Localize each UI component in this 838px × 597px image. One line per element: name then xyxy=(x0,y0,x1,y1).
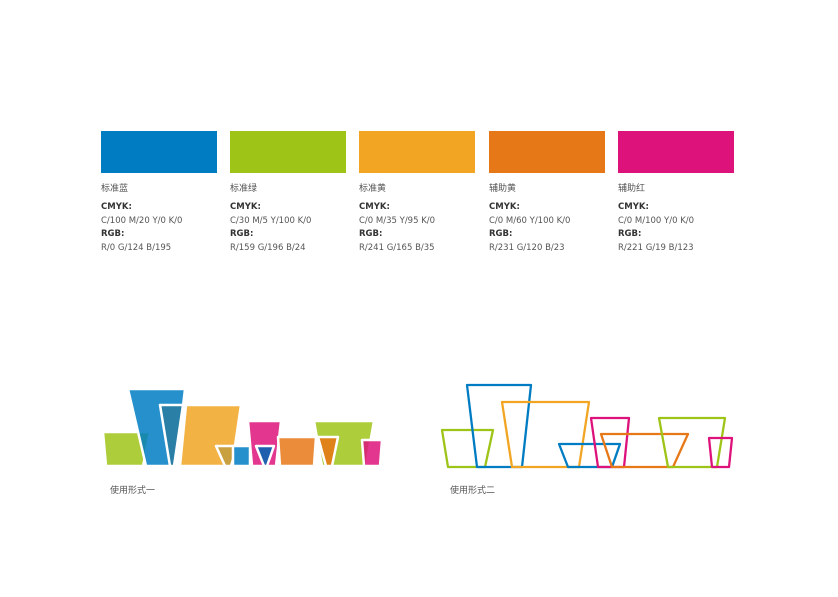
palette-item: 标准绿 CMYK: C/30 M/5 Y/100 K/0 RGB: R/159 … xyxy=(230,131,346,253)
cmyk-value: C/100 M/20 Y/0 K/0 xyxy=(101,216,183,226)
color-name: 标准蓝 xyxy=(101,184,129,194)
cmyk-label: CMYK: xyxy=(489,202,520,212)
outline-pink-small xyxy=(707,436,734,469)
cmyk-label: CMYK: xyxy=(618,202,649,212)
rgb-label: RGB: xyxy=(359,229,383,239)
color-name: 辅助红 xyxy=(618,184,646,194)
color-swatch xyxy=(489,131,605,173)
color-name: 标准绿 xyxy=(230,184,258,194)
cmyk-value: C/0 M/60 Y/100 K/0 xyxy=(489,216,571,226)
color-swatch xyxy=(618,131,734,173)
outline-green xyxy=(440,428,495,469)
shape-orange xyxy=(276,435,318,468)
rgb-value: R/0 G/124 B/195 xyxy=(101,243,172,253)
rgb-value: R/159 G/196 B/24 xyxy=(230,243,306,253)
shape-teal xyxy=(158,403,185,468)
rgb-label: RGB: xyxy=(618,229,642,239)
shape-darkorange xyxy=(316,435,340,468)
palette-item: 标准蓝 CMYK: C/100 M/20 Y/0 K/0 RGB: R/0 G/… xyxy=(101,131,217,253)
palette-item: 辅助红 CMYK: C/0 M/100 Y/0 K/0 RGB: R/221 G… xyxy=(618,131,734,253)
usage-form-one-caption: 使用形式一 xyxy=(110,486,156,496)
cmyk-label: CMYK: xyxy=(359,202,390,212)
cmyk-label: CMYK: xyxy=(230,202,261,212)
cmyk-value: C/0 M/100 Y/0 K/0 xyxy=(618,216,695,226)
rgb-label: RGB: xyxy=(489,229,513,239)
shape-darkblue xyxy=(254,444,276,468)
palette-item: 标准黄 CMYK: C/0 M/35 Y/95 K/0 RGB: R/241 G… xyxy=(359,131,475,253)
rgb-label: RGB: xyxy=(101,229,125,239)
color-swatch xyxy=(230,131,346,173)
shape-green xyxy=(101,430,152,468)
palette-item: 辅助黄 CMYK: C/0 M/60 Y/100 K/0 RGB: R/231 … xyxy=(489,131,605,253)
usage-form-two-caption: 使用形式二 xyxy=(450,486,496,496)
color-swatch xyxy=(101,131,217,173)
cmyk-value: C/30 M/5 Y/100 K/0 xyxy=(230,216,312,226)
rgb-value: R/241 G/165 B/35 xyxy=(359,243,435,253)
rgb-value: R/231 G/120 B/23 xyxy=(489,243,565,253)
color-swatch xyxy=(359,131,475,173)
outline-blue xyxy=(465,383,533,469)
cmyk-value: C/0 M/35 Y/95 K/0 xyxy=(359,216,436,226)
color-name: 辅助黄 xyxy=(489,184,517,194)
rgb-value: R/221 G/19 B/123 xyxy=(618,243,694,253)
rgb-label: RGB: xyxy=(230,229,254,239)
outline-yellow xyxy=(500,400,591,469)
shape-blue-small xyxy=(231,444,252,468)
shape-pink-small xyxy=(360,438,384,468)
outline-green-right xyxy=(657,416,727,469)
color-name: 标准黄 xyxy=(359,184,387,194)
cmyk-label: CMYK: xyxy=(101,202,132,212)
